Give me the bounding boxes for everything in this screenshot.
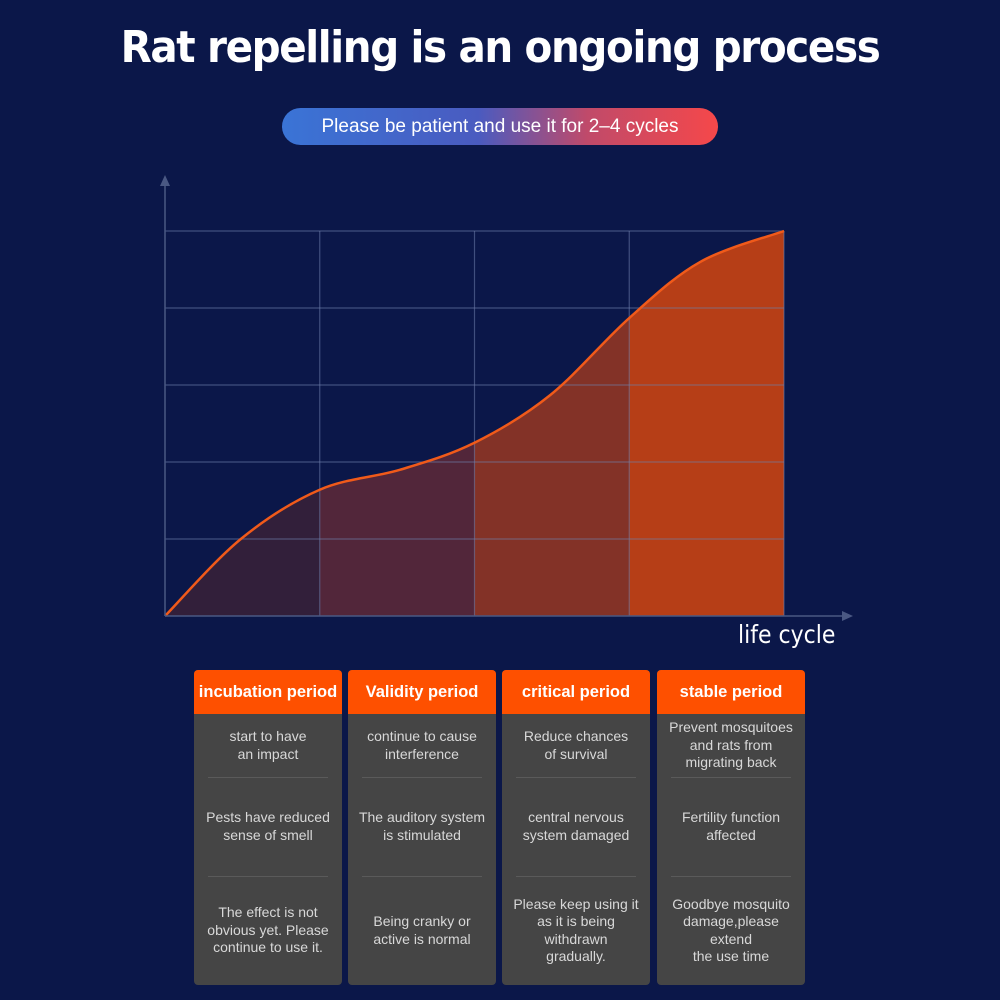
- period-header: stable period: [657, 670, 805, 714]
- x-axis-arrow-icon: [842, 611, 853, 621]
- area-segment-2: [319, 231, 475, 616]
- period-item: Goodbye mosquito damage,please extend th…: [672, 895, 790, 965]
- subtitle-badge: Please be patient and use it for 2–4 cyc…: [282, 108, 718, 145]
- period-item: Pests have reduced sense of smell: [206, 809, 330, 843]
- period-card: Validity period continue to cause interfe…: [348, 670, 496, 985]
- divider: [362, 876, 482, 877]
- divider: [208, 876, 328, 877]
- period-item: Please keep using it as it is being with…: [513, 895, 639, 965]
- period-item: start to have an impact: [229, 728, 307, 762]
- divider: [516, 876, 636, 877]
- divider: [362, 777, 482, 778]
- growth-curve-line: [164, 229, 785, 617]
- area-segment-1: [165, 231, 320, 616]
- period-item: continue to cause interference: [367, 728, 477, 762]
- period-item: Being cranky or active is normal: [373, 913, 471, 947]
- period-item: Reduce chances of survival: [523, 728, 629, 762]
- period-item: central nervous system damaged: [522, 809, 630, 843]
- divider: [208, 777, 328, 778]
- divider: [671, 876, 791, 877]
- period-card: incubation period start to have an impact…: [194, 670, 342, 985]
- x-axis-label: life cycle: [738, 620, 836, 649]
- divider: [671, 777, 791, 778]
- period-header: Validity period: [348, 670, 496, 714]
- period-card: critical period Reduce chances of surviva…: [502, 670, 650, 985]
- period-header: critical period: [502, 670, 650, 714]
- divider: [516, 777, 636, 778]
- period-item: Prevent mosquitoes and rats from migrati…: [669, 719, 793, 771]
- period-item: The auditory system is stimulated: [358, 809, 486, 843]
- period-item: Fertility function affected: [681, 809, 781, 843]
- area-segment-4: [629, 231, 784, 616]
- page-title: Rat repelling is an ongoing process: [120, 22, 881, 73]
- period-header: incubation period: [194, 670, 342, 714]
- period-card: stable period Prevent mosquitoes and rats…: [657, 670, 805, 985]
- period-item: The effect is not obvious yet. Please co…: [207, 904, 329, 956]
- y-axis-arrow-icon: [160, 175, 170, 186]
- area-segment-3: [474, 231, 630, 616]
